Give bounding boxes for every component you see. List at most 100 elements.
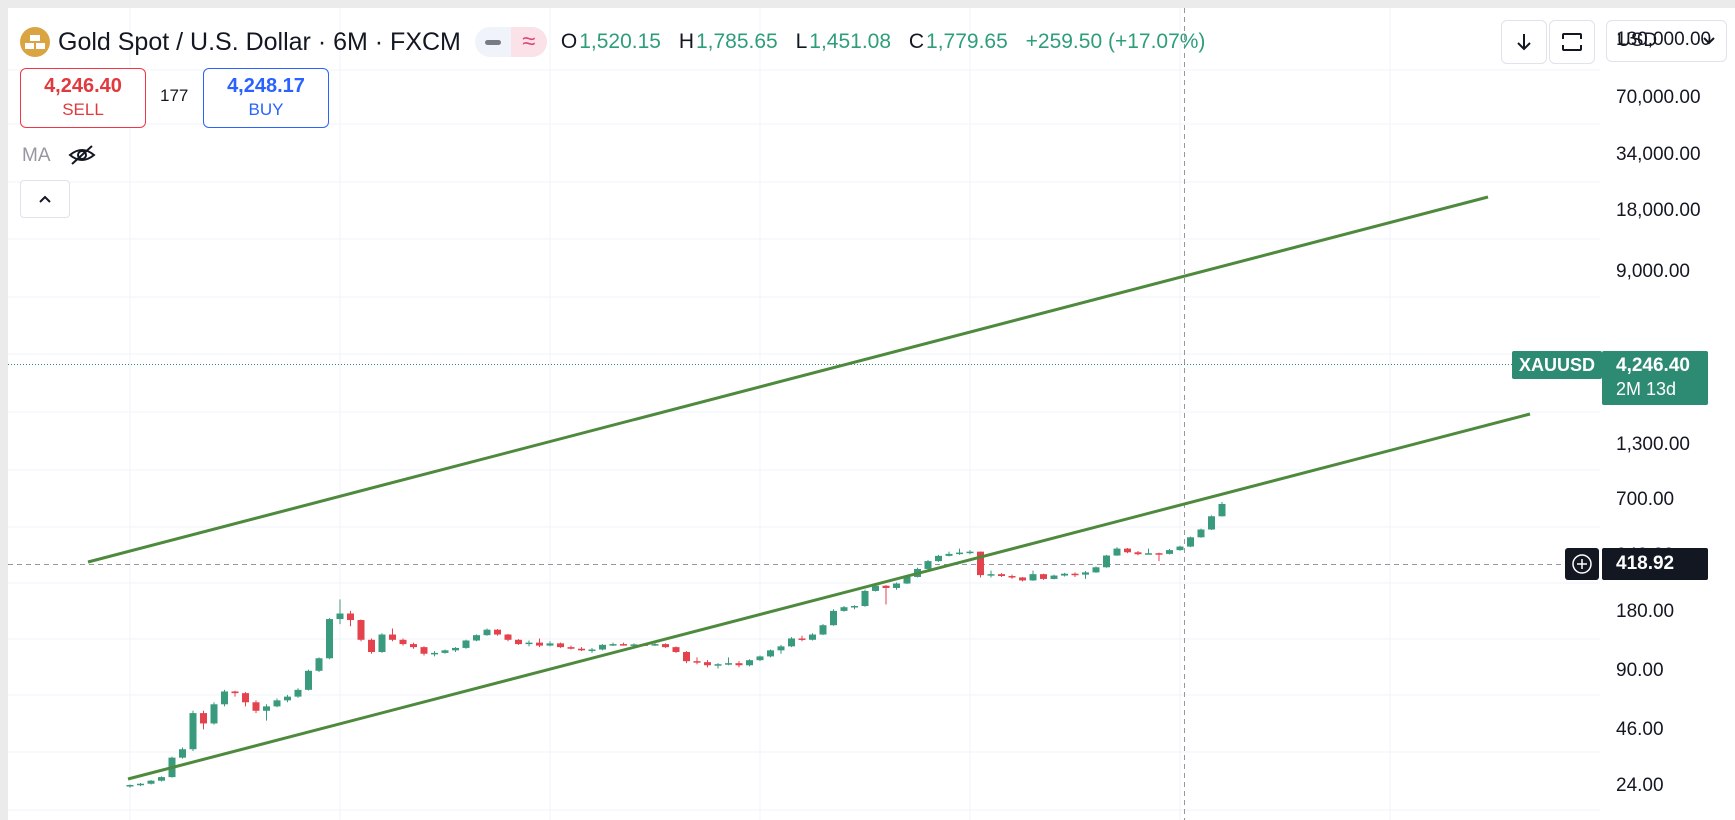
buy-button[interactable]: 4,248.17 BUY [203, 68, 329, 128]
candle-body [158, 777, 165, 781]
last-price-value: 4,246.40 [1616, 355, 1690, 376]
candle-body [704, 662, 711, 666]
candle-body [1103, 555, 1110, 568]
candle-body [326, 619, 333, 659]
chevron-down-icon [1703, 37, 1715, 45]
fullscreen-button[interactable] [1549, 20, 1595, 64]
candle-body [200, 713, 207, 724]
candle-body [389, 634, 396, 640]
high-key: H [678, 30, 694, 53]
candle-body [494, 629, 501, 635]
candle-body [336, 613, 344, 620]
candle-body [767, 650, 774, 657]
candle-body [725, 663, 732, 665]
candle-body [998, 574, 1005, 577]
symbol-title[interactable]: Gold Spot / U.S. Dollar · 6M · FXCM [58, 27, 461, 56]
candle-body [693, 661, 701, 663]
currency-select[interactable]: USD [1606, 20, 1727, 62]
candle-body [893, 583, 900, 588]
download-button[interactable] [1501, 20, 1547, 64]
candle-body [462, 640, 470, 648]
high-value: 1,785.65 [695, 30, 778, 53]
candle-body [305, 670, 312, 690]
candle-body [378, 634, 386, 653]
candle-body [977, 551, 984, 576]
candle-body [189, 713, 197, 750]
candle-body [1176, 546, 1184, 551]
candle-body [1050, 575, 1058, 579]
last-price-tag: 4,246.40 2M 13d [1602, 351, 1708, 405]
candle-body [242, 693, 249, 703]
candle-body [746, 660, 753, 666]
candle-body [578, 648, 585, 651]
price-axis-label: 700.00 [1616, 489, 1675, 510]
candle-body [410, 644, 417, 648]
candle-body [819, 625, 827, 635]
candle-body [137, 783, 144, 786]
candle-body [620, 644, 627, 646]
candle-body [210, 704, 218, 724]
candle-body [966, 551, 974, 554]
candle-body [357, 620, 365, 640]
candle-body [1040, 574, 1047, 579]
close-value: 1,779.65 [926, 30, 1008, 53]
candle-body [840, 607, 848, 611]
candle-body [599, 644, 606, 650]
candle-body [987, 574, 995, 576]
candle-body [252, 702, 260, 711]
candle-body [1155, 553, 1163, 555]
trend-channel [87, 195, 1531, 781]
candle-body [809, 634, 816, 640]
candle-body [1061, 573, 1068, 576]
candle-body [221, 691, 228, 705]
sell-button[interactable]: 4,246.40 SELL [20, 68, 146, 128]
candle-body [672, 647, 680, 653]
add-alert-button[interactable] [1565, 548, 1599, 580]
chart-status-pill[interactable]: ≈ [474, 27, 547, 57]
price-axis-label: 90.00 [1616, 660, 1664, 681]
candle-body [1082, 572, 1089, 575]
candle-body [504, 634, 512, 640]
currency-value: USD [1617, 30, 1658, 51]
candle-body [630, 644, 638, 646]
candle-body [903, 576, 911, 584]
candle-body [1134, 552, 1142, 555]
candle-body [231, 691, 239, 694]
candle-body [882, 585, 890, 588]
change-value: +259.50 (+17.07%) [1025, 30, 1206, 53]
candle-body [1166, 550, 1173, 554]
candle-body [609, 644, 617, 646]
upper-trendline [87, 195, 1489, 564]
open-key: O [560, 30, 578, 53]
candle-body [735, 663, 743, 666]
candle-body [473, 635, 480, 641]
lower-trendline [127, 412, 1531, 781]
candle-body [441, 650, 449, 653]
approx-data-icon: ≈ [510, 27, 547, 57]
candle-body [798, 638, 806, 640]
eye-hidden-icon[interactable] [67, 143, 97, 167]
price-axis-label: 24.00 [1616, 775, 1664, 796]
candle-body [945, 553, 953, 556]
candle-body [263, 706, 270, 711]
ohlc-legend: O1,520.15 H1,785.65 L1,451.08 C1,779.65 … [561, 30, 1218, 54]
candle-body [515, 639, 522, 645]
candle-body [1197, 529, 1205, 538]
ma-indicator-label[interactable]: MA [22, 145, 51, 166]
candle-body [651, 644, 659, 646]
sell-price: 4,246.40 [44, 75, 122, 97]
candle-body [347, 613, 354, 621]
arrow-down-icon [1517, 34, 1531, 51]
candle-body [557, 643, 564, 648]
candle-body [788, 638, 795, 647]
candle-body [1208, 516, 1215, 530]
market-status-icon [475, 27, 511, 57]
candle-body [1029, 574, 1037, 581]
candle-body [924, 561, 932, 569]
window-left-border [0, 0, 8, 820]
candle-body [315, 658, 323, 671]
candle-body [567, 647, 575, 649]
collapse-legend-button[interactable] [20, 180, 70, 218]
candle-body [756, 656, 764, 661]
